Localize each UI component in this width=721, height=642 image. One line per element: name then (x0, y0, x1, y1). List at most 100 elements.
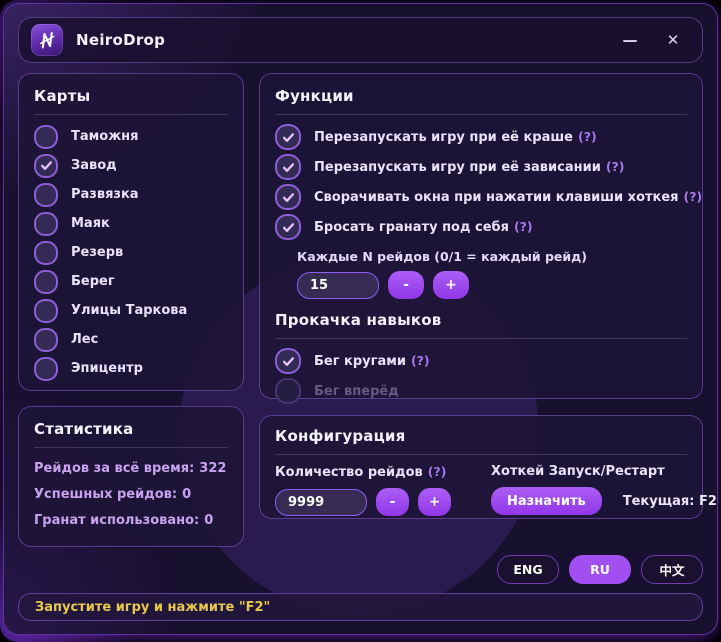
raid-interval-stepper: - + (297, 271, 687, 299)
checkbox[interactable] (275, 348, 301, 374)
help-marker[interactable]: (?) (578, 129, 597, 144)
minimize-button[interactable]: — (615, 25, 645, 55)
function-throw-grenade[interactable]: Бросать гранату под себя (?) (275, 212, 687, 242)
divider (275, 114, 687, 115)
map-item-les[interactable]: Лес (34, 325, 228, 354)
hotkey-controls: Назначить Текущая: F2 (491, 487, 717, 515)
checkbox[interactable] (275, 184, 301, 210)
language-button-ru[interactable]: RU (569, 555, 631, 584)
checkbox[interactable] (34, 269, 58, 294)
raid-interval-input[interactable] (297, 271, 379, 299)
checkbox[interactable] (34, 327, 58, 352)
map-item-label: Маяк (71, 216, 110, 231)
stat-value: 0 (204, 512, 214, 528)
config-body: Количество рейдов(?) - + Хоткей Запуск/Р… (275, 462, 717, 516)
checkmark-icon (282, 132, 294, 142)
map-item-label: Эпицентр (71, 361, 143, 376)
checkmark-icon (282, 162, 294, 172)
help-marker[interactable]: (?) (605, 159, 625, 174)
status-bar: Запустите игру и нажмите "F2" (18, 593, 703, 621)
function-label: Сворачивать окна при нажатии клавиши хот… (314, 189, 703, 205)
functions-panel: Функции Перезапускать игру при её краше(… (259, 73, 703, 404)
raid-count-plus-button[interactable]: + (418, 488, 451, 516)
neirodrop-logo-icon (39, 32, 55, 49)
hotkey-section: Хоткей Запуск/Рестарт Назначить Текущая:… (491, 462, 717, 516)
close-button[interactable]: ✕ (658, 25, 688, 55)
help-marker[interactable]: (?) (683, 189, 703, 204)
app-window: NeiroDrop — ✕ Карты Таможня Завод Р (3, 3, 718, 635)
map-item-bereg[interactable]: Берег (34, 267, 228, 296)
map-item-rezerv[interactable]: Резерв (34, 238, 228, 267)
function-restart-on-crash[interactable]: Перезапускать игру при её краше (?) (275, 122, 687, 152)
stats-panel-title: Статистика (34, 420, 134, 438)
titlebar: NeiroDrop — ✕ (18, 17, 703, 63)
checkbox[interactable] (34, 356, 58, 381)
stat-label: Успешных рейдов: (34, 486, 178, 502)
divider (275, 338, 687, 339)
raid-count-section: Количество рейдов(?) - + (275, 462, 461, 516)
stats-panel: Статистика Рейдов за всё время: 322 Успе… (18, 406, 244, 547)
map-item-label: Берег (71, 274, 115, 289)
map-item-mayak[interactable]: Маяк (34, 209, 228, 238)
raid-interval-minus-button[interactable]: - (388, 271, 424, 299)
skill-label: Бег кругами (?) (314, 353, 430, 369)
map-item-ulitsy-tarkova[interactable]: Улицы Таркова (34, 296, 228, 325)
checkbox[interactable] (275, 124, 301, 150)
checkbox[interactable] (34, 211, 58, 236)
main-content: Карты Таможня Завод Развязка Маяк (18, 73, 717, 547)
checkmark-icon (282, 356, 294, 366)
help-marker[interactable]: (?) (410, 353, 430, 368)
config-panel-title: Конфигурация (275, 427, 406, 445)
checkbox[interactable] (275, 154, 301, 180)
config-panel: Конфигурация Количество рейдов(?) - + Хо… (259, 415, 717, 519)
checkbox[interactable] (34, 153, 58, 178)
skill-run-in-circles[interactable]: Бег кругами (?) (275, 346, 687, 376)
map-item-epitsentr[interactable]: Эпицентр (34, 354, 228, 383)
function-label: Бросать гранату под себя (?) (314, 219, 533, 235)
raid-interval-plus-button[interactable]: + (433, 271, 469, 299)
divider (34, 447, 228, 448)
left-column: Карты Таможня Завод Развязка Маяк (18, 73, 244, 547)
stat-total-raids: Рейдов за всё время: 322 (34, 455, 228, 481)
language-button-eng[interactable]: ENG (497, 555, 559, 584)
map-item-razvyazka[interactable]: Развязка (34, 180, 228, 209)
raid-count-label: Количество рейдов (?) (275, 464, 447, 480)
checkmark-icon (282, 192, 294, 202)
app-logo (31, 24, 63, 56)
help-marker[interactable]: (?) (513, 219, 533, 234)
function-restart-on-freeze[interactable]: Перезапускать игру при её зависании (?) (275, 152, 687, 182)
map-item-tamozhnya[interactable]: Таможня (34, 122, 228, 151)
checkbox[interactable] (275, 214, 301, 240)
skills-section-title: Прокачка навыков (275, 311, 442, 329)
stat-value: 0 (182, 486, 192, 502)
skill-run-forward[interactable]: Бег вперёд (275, 376, 687, 406)
maps-panel-title: Карты (34, 87, 91, 105)
checkbox[interactable] (34, 182, 58, 207)
raid-count-minus-button[interactable]: - (376, 488, 409, 516)
hotkey-label: Хоткей Запуск/Рестарт (491, 464, 665, 479)
function-minimize-on-hotkey[interactable]: Сворачивать окна при нажатии клавиши хот… (275, 182, 702, 212)
map-item-label: Резерв (71, 245, 124, 260)
map-item-zavod[interactable]: Завод (34, 151, 228, 180)
stat-label: Рейдов за всё время: (34, 460, 195, 476)
status-text: Запустите игру и нажмите "F2" (35, 599, 271, 615)
right-column: Функции Перезапускать игру при её краше(… (259, 73, 717, 545)
checkbox[interactable] (34, 124, 58, 149)
maps-panel: Карты Таможня Завод Развязка Маяк (18, 73, 244, 391)
assign-hotkey-button[interactable]: Назначить (491, 487, 602, 515)
stat-value: 322 (199, 460, 227, 476)
function-label: Перезапускать игру при её краше (?) (314, 129, 597, 145)
function-label: Перезапускать игру при её зависании (?) (314, 159, 625, 175)
skill-label: Бег вперёд (314, 384, 399, 399)
app-title: NeiroDrop (76, 31, 166, 49)
help-marker[interactable]: (?) (427, 464, 447, 479)
checkbox[interactable] (34, 240, 58, 265)
language-button-zh[interactable]: 中文 (641, 555, 703, 584)
checkbox[interactable] (275, 378, 301, 404)
stat-label: Гранат использовано: (34, 512, 200, 528)
language-switcher: ENG RU 中文 (18, 545, 703, 584)
map-item-label: Улицы Таркова (71, 303, 188, 318)
raid-count-input[interactable] (275, 488, 367, 516)
checkbox[interactable] (34, 298, 58, 323)
divider (34, 114, 228, 115)
